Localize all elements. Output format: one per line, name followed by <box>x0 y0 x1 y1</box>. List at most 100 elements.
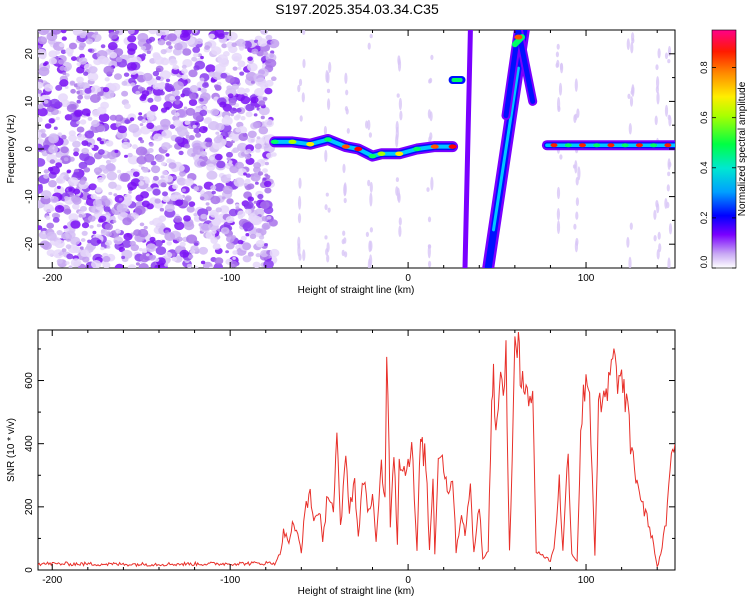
spectral-blob <box>55 50 61 55</box>
spectral-blob <box>44 61 49 65</box>
spectral-blob <box>224 114 230 120</box>
spectral-blob <box>208 121 220 131</box>
spectral-blob <box>177 127 188 137</box>
spectral-line <box>503 30 536 119</box>
spectral-blob <box>271 152 277 157</box>
spectral-blob <box>210 185 217 191</box>
spectral-blob <box>47 166 54 172</box>
spectral-streak <box>368 240 372 253</box>
spectral-blob <box>212 71 224 80</box>
spectral-streak <box>653 235 657 242</box>
spectral-blob <box>65 244 72 250</box>
spectral-blob <box>192 46 201 53</box>
spectral-blob <box>138 228 149 238</box>
spectral-blob <box>209 209 219 218</box>
spectral-blob <box>206 163 216 172</box>
spectral-blob <box>81 147 89 155</box>
spectral-blob <box>150 160 157 166</box>
spectral-blob <box>227 31 238 41</box>
spectral-blob <box>262 177 267 181</box>
spectral-blob <box>174 43 183 51</box>
x-tick-label: -100 <box>220 273 240 284</box>
spectral-blob <box>114 114 124 122</box>
spectral-blob <box>107 42 118 51</box>
spectral-blob <box>147 97 154 103</box>
spectral-blob <box>181 68 188 74</box>
spectral-blob <box>129 240 136 246</box>
spectral-blob <box>154 239 163 247</box>
colorbar: 0.0 0.2 0.4 0.6 0.8 Normalized spectral ampl… <box>699 29 748 269</box>
spectral-blob <box>55 253 60 257</box>
spectral-blob <box>135 90 141 95</box>
spectral-blob <box>253 113 258 117</box>
spectral-blob <box>193 127 201 134</box>
spectral-blob <box>237 210 246 218</box>
spectral-blob <box>161 142 171 151</box>
spectral-blob <box>211 229 217 234</box>
spectral-streak <box>668 223 673 235</box>
spectral-blob <box>124 194 132 201</box>
snr-series-line <box>38 331 675 569</box>
spectral-blob <box>264 87 273 95</box>
spectral-blob <box>232 250 238 255</box>
spectral-blob <box>167 33 178 42</box>
spectral-blob <box>80 249 90 257</box>
spectral-streak <box>626 236 630 248</box>
spectral-blob <box>117 125 128 134</box>
spectral-blob <box>258 100 266 106</box>
x-tick-label: 100 <box>578 273 595 284</box>
spectral-blob <box>254 39 259 43</box>
spectral-blob <box>81 230 88 236</box>
spectral-blob <box>92 230 97 235</box>
spectral-peak <box>593 143 601 148</box>
spectral-streak <box>397 55 401 66</box>
spectral-blob <box>60 99 70 108</box>
spectral-streak <box>573 223 577 230</box>
spectral-streak <box>365 231 369 237</box>
spectral-blob <box>255 148 261 153</box>
spectral-blob <box>59 79 69 87</box>
spectral-blob <box>226 85 233 91</box>
spectral-streak <box>326 88 331 94</box>
spectral-blob <box>171 256 177 262</box>
spectral-blob <box>119 172 131 182</box>
spectral-blob <box>73 246 82 254</box>
spectral-blob <box>73 147 80 153</box>
spectral-blob <box>171 252 176 256</box>
spectral-blob <box>72 203 80 210</box>
spectral-blob <box>200 150 208 157</box>
spectral-blob <box>46 222 54 229</box>
spectral-streak <box>667 45 672 57</box>
spectral-streak <box>297 213 302 224</box>
colorbar-tick-label: 0.4 <box>699 162 709 175</box>
spectral-blob <box>73 188 81 195</box>
spectral-blob <box>68 134 77 142</box>
spectral-blob <box>113 193 118 197</box>
spectral-blob <box>188 201 196 207</box>
spectral-blob <box>160 118 171 128</box>
spectral-blob <box>44 84 53 92</box>
spectral-blob <box>139 139 145 144</box>
spectral-blob <box>164 175 174 183</box>
spectral-blob <box>112 220 117 223</box>
spectral-blob <box>199 126 208 134</box>
spectral-streak <box>327 98 331 111</box>
spectral-streak <box>628 256 632 268</box>
spectral-blob <box>72 140 81 148</box>
spectral-streak <box>395 126 399 141</box>
spectral-blob <box>113 236 124 245</box>
spectral-blob <box>121 255 126 260</box>
spectral-streak <box>630 41 634 54</box>
spectral-streak <box>557 105 561 113</box>
spectral-blob <box>146 243 157 253</box>
spectral-blob <box>69 80 76 86</box>
spectral-blob <box>146 203 154 210</box>
spectral-blob <box>142 167 149 173</box>
spectral-peak <box>288 139 297 145</box>
spectral-blob <box>193 186 199 191</box>
spectral-streak <box>575 237 579 246</box>
spectral-blob <box>60 30 67 34</box>
spectral-blob <box>65 73 70 77</box>
spectral-blob <box>168 144 173 148</box>
spectral-blob <box>38 93 41 97</box>
